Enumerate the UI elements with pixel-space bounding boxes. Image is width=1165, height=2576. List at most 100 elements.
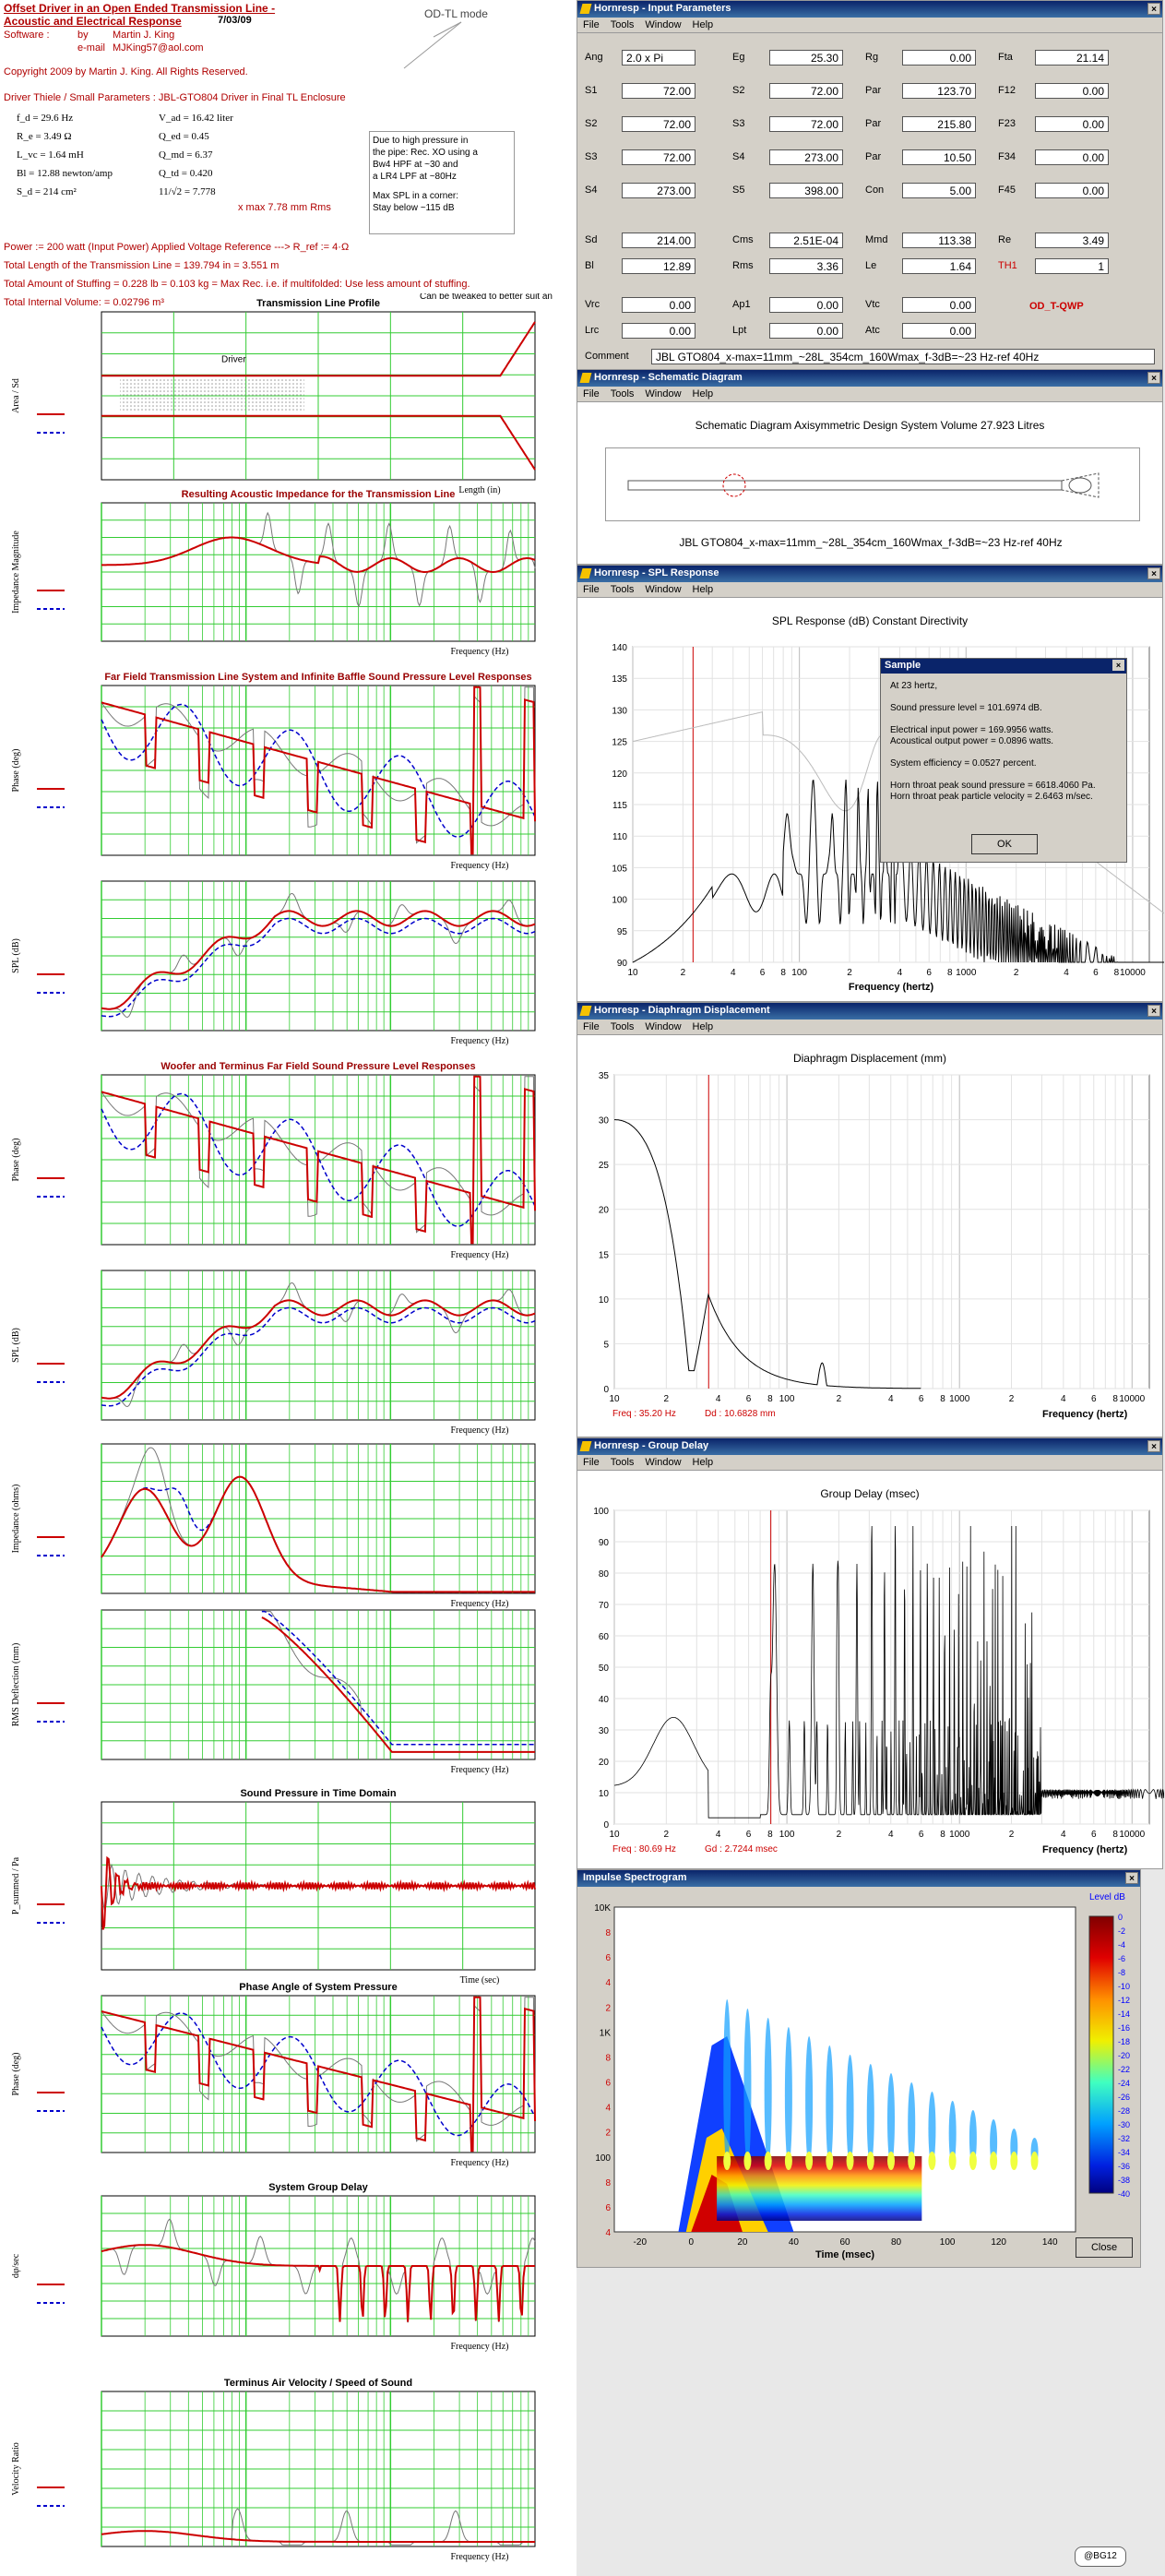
param-value-s2[interactable]: 72.00 — [622, 116, 695, 132]
diaphragm-titlebar[interactable]: Hornresp - Diaphragm Displacement × — [577, 1003, 1162, 1020]
menu-window[interactable]: Window — [645, 388, 682, 400]
param-value-lpt[interactable]: 0.00 — [769, 323, 843, 339]
param-label: F45 — [998, 185, 1016, 196]
y-tick-label: 15 — [599, 1250, 610, 1260]
param-value-par[interactable]: 215.80 — [902, 116, 976, 132]
param-value-s1[interactable]: 72.00 — [622, 83, 695, 99]
series-red — [101, 910, 536, 1010]
param-value-fta[interactable]: 21.14 — [1035, 50, 1109, 66]
spl-curve — [632, 779, 1164, 963]
param-value-re[interactable]: 3.49 — [1035, 233, 1109, 248]
menu-help[interactable]: Help — [692, 1021, 714, 1032]
param-value-f45[interactable]: 0.00 — [1035, 183, 1109, 198]
close-icon[interactable]: × — [1147, 3, 1160, 15]
input-params-titlebar[interactable]: Hornresp - Input Parameters × — [577, 1, 1162, 18]
menu-window[interactable]: Window — [645, 1021, 682, 1032]
schematic-titlebar[interactable]: Hornresp - Schematic Diagram × — [577, 370, 1162, 387]
menu-help[interactable]: Help — [692, 388, 714, 400]
spl-menu: File Tools Window Help — [577, 582, 1162, 598]
param-value-cms[interactable]: 2.51E-04 — [769, 233, 843, 248]
param-label: Le — [865, 260, 877, 271]
param-value-lrc[interactable]: 0.00 — [622, 323, 695, 339]
close-icon[interactable]: × — [1147, 1005, 1160, 1017]
menu-tools[interactable]: Tools — [610, 1021, 635, 1032]
ok-button[interactable]: OK — [971, 834, 1038, 854]
x-tick-label: 1000 — [949, 1830, 970, 1840]
menu-window[interactable]: Window — [645, 1457, 682, 1468]
popup-line: Horn throat peak sound pressure = 6618.4… — [890, 781, 1096, 791]
y-tick-label: 125 — [612, 738, 627, 748]
param-value-th1[interactable]: 1 — [1035, 258, 1109, 274]
param-value-con[interactable]: 5.00 — [902, 183, 976, 198]
close-icon[interactable]: × — [1147, 372, 1160, 384]
close-button[interactable]: Close — [1076, 2237, 1133, 2258]
menu-tools[interactable]: Tools — [610, 1457, 635, 1468]
param-value-rms[interactable]: 3.36 — [769, 258, 843, 274]
spl-titlebar[interactable]: Hornresp - SPL Response × — [577, 566, 1162, 582]
param-label: Mmd — [865, 234, 888, 245]
window-title: Impulse Spectrogram — [583, 1872, 687, 1883]
menu-help[interactable]: Help — [692, 1457, 714, 1468]
param-value-f34[interactable]: 0.00 — [1035, 149, 1109, 165]
param-value-rg[interactable]: 0.00 — [902, 50, 976, 66]
menu-file[interactable]: File — [583, 19, 600, 30]
param-value-par[interactable]: 123.70 — [902, 83, 976, 99]
hornresp-icon — [579, 4, 592, 14]
param-value-s5[interactable]: 398.00 — [769, 183, 843, 198]
close-icon[interactable]: × — [1112, 660, 1124, 671]
menu-file[interactable]: File — [583, 1457, 600, 1468]
param-value-par[interactable]: 10.50 — [902, 149, 976, 165]
close-icon[interactable]: × — [1125, 1872, 1138, 1884]
param-label: Vtc — [865, 299, 880, 310]
chart-xlabel: Frequency (Hz) — [450, 2158, 508, 2168]
mathcad-chart: Resulting Acoustic Impedance for the Tra… — [0, 484, 553, 665]
param-value-ap1[interactable]: 0.00 — [769, 297, 843, 313]
worksheet-date: 7/03/09 — [218, 15, 252, 26]
note-line: Stay below ~115 dB — [373, 203, 455, 213]
param-value-mmd[interactable]: 113.38 — [902, 233, 976, 248]
hornresp-icon — [579, 1006, 592, 1016]
param-value-s4[interactable]: 273.00 — [622, 183, 695, 198]
menu-file[interactable]: File — [583, 1021, 600, 1032]
param-value-s3[interactable]: 72.00 — [622, 149, 695, 165]
sample-popup-titlebar[interactable]: Sample × — [881, 659, 1126, 674]
comment-input[interactable]: JBL GTO804_x-max=11mm_~28L_354cm_160Wmax… — [651, 349, 1155, 364]
menu-tools[interactable]: Tools — [610, 19, 635, 30]
param-value-vtc[interactable]: 0.00 — [902, 297, 976, 313]
param-value-le[interactable]: 1.64 — [902, 258, 976, 274]
param-value-bl[interactable]: 12.89 — [622, 258, 695, 274]
param-value-s2[interactable]: 72.00 — [769, 83, 843, 99]
close-icon[interactable]: × — [1147, 1440, 1160, 1452]
menu-tools[interactable]: Tools — [610, 584, 635, 595]
param-value-atc[interactable]: 0.00 — [902, 323, 976, 339]
param-value-s3[interactable]: 72.00 — [769, 116, 843, 132]
menu-help[interactable]: Help — [692, 19, 714, 30]
param-value-f23[interactable]: 0.00 — [1035, 116, 1109, 132]
close-icon[interactable]: × — [1147, 567, 1160, 579]
menu-window[interactable]: Window — [645, 584, 682, 595]
series-red — [261, 1616, 535, 1753]
y-tick-label: 100 — [612, 896, 627, 906]
spectrogram-titlebar[interactable]: Impulse Spectrogram × — [577, 1870, 1140, 1887]
menu-help[interactable]: Help — [692, 584, 714, 595]
spec-ridge — [969, 2152, 977, 2170]
group-delay-menu: File Tools Window Help — [577, 1455, 1162, 1471]
param-value-eg[interactable]: 25.30 — [769, 50, 843, 66]
menu-file[interactable]: File — [583, 388, 600, 400]
mathcad-chart: Phase Angle of System Pressure Phase (deg… — [0, 1977, 553, 2176]
param-value-s4[interactable]: 273.00 — [769, 149, 843, 165]
param-label: Re — [998, 234, 1012, 245]
group-delay-titlebar[interactable]: Hornresp - Group Delay × — [577, 1438, 1162, 1455]
param-value-sd[interactable]: 214.00 — [622, 233, 695, 248]
param-value-vrc[interactable]: 0.00 — [622, 297, 695, 313]
menu-file[interactable]: File — [583, 584, 600, 595]
param-value-f12[interactable]: 0.00 — [1035, 83, 1109, 99]
length-line: Total Length of the Transmission Line = … — [4, 260, 279, 271]
menu-window[interactable]: Window — [645, 19, 682, 30]
menu-tools[interactable]: Tools — [610, 388, 635, 400]
param-value-ang[interactable]: 2.0 x Pi — [622, 50, 695, 66]
legend-tick: -30 — [1118, 2120, 1130, 2129]
